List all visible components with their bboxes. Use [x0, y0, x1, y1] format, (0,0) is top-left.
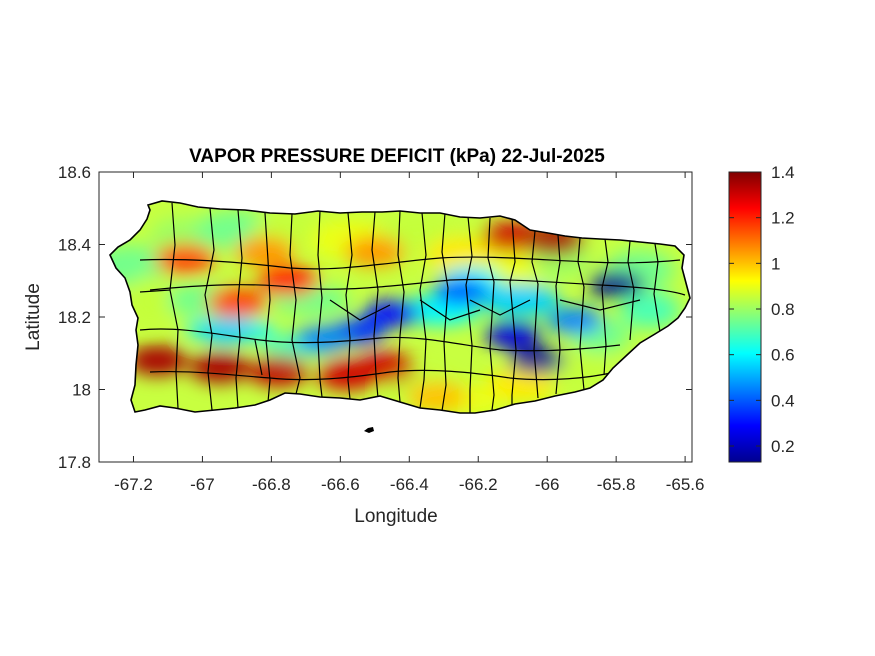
vpd-texture-blob	[480, 284, 560, 316]
municipal-boundary	[487, 217, 495, 411]
island-coastline	[109, 200, 691, 414]
x-tick-label: -65.6	[666, 475, 705, 494]
municipal-boundary	[653, 243, 661, 333]
municipal-boundary	[149, 369, 616, 381]
x-axis-ticks: -67.2 -67 -66.8 -66.6 -66.4 -66.2 -66 -65.8 -65.…	[114, 172, 704, 494]
vpd-texture-blob	[130, 275, 170, 325]
vpd-high-spot	[206, 287, 267, 318]
municipal-boundary	[559, 299, 641, 311]
municipal-boundary	[317, 210, 323, 398]
municipal-boundary	[264, 212, 271, 403]
municipal-boundary	[601, 238, 609, 376]
y-tick-label: 18.2	[58, 308, 91, 327]
x-axis-label: Longitude	[354, 506, 437, 527]
colorbar-ticks: 0.2 0.4 0.6 0.8 1 1.2 1.4	[729, 163, 795, 456]
y-tick-label: 18	[72, 381, 91, 400]
vpd-low-spot	[198, 318, 255, 345]
x-tick-label: -67.2	[114, 475, 153, 494]
vpd-high-spot	[234, 236, 295, 267]
municipal-boundaries	[139, 202, 686, 413]
chart-title: VAPOR PRESSURE DEFICIT (kPa) 22-Jul-2025	[189, 146, 605, 167]
vpd-high-spot	[189, 352, 250, 383]
municipal-boundary	[469, 299, 531, 316]
municipal-boundary	[397, 210, 405, 403]
vpd-high-spot	[258, 265, 319, 296]
y-tick-label: 18.4	[58, 236, 91, 255]
y-axis-label: Latitude	[23, 283, 44, 351]
colorbar-tick-label: 0.8	[771, 300, 795, 319]
municipal-boundary	[289, 213, 301, 395]
colorbar-tick-label: 0.2	[771, 437, 795, 456]
y-tick-label: 17.8	[58, 453, 91, 472]
y-axis-ticks: 17.8 18 18.2 18.4 18.6	[58, 163, 692, 472]
colorbar-tick-label: 1.2	[771, 209, 795, 228]
vpd-low-spot	[508, 347, 565, 374]
municipal-boundary	[509, 217, 517, 405]
municipal-boundary	[577, 237, 585, 391]
municipal-boundary	[419, 212, 427, 409]
municipal-boundary	[329, 299, 391, 321]
vpd-high-spot	[406, 381, 467, 412]
municipal-boundary	[139, 289, 171, 293]
vpd-high-spot	[127, 345, 188, 376]
municipal-boundary	[204, 207, 215, 411]
plot-area: -67.2 -67 -66.8 -66.6 -66.4 -66.2 -66 -65.8 -65.…	[58, 163, 705, 494]
x-tick-label: -67	[190, 475, 215, 494]
vpd-low-spot	[295, 325, 352, 352]
x-tick-label: -66.6	[321, 475, 360, 494]
vpd-low-spot	[546, 307, 603, 334]
x-tick-label: -66	[535, 475, 560, 494]
vpd-field	[110, 201, 690, 413]
municipal-boundary	[345, 212, 353, 400]
x-tick-label: -66.8	[252, 475, 291, 494]
vpd-high-spot	[155, 244, 216, 274]
municipal-boundary	[441, 212, 449, 412]
municipal-boundary	[149, 278, 686, 296]
municipal-boundary	[419, 299, 481, 321]
municipal-boundary	[371, 211, 379, 399]
colorbar-tick-label: 0.6	[771, 346, 795, 365]
x-tick-label: -66.2	[459, 475, 498, 494]
municipal-boundary	[169, 202, 179, 409]
municipal-boundary	[465, 216, 473, 413]
vpd-low-spot	[364, 300, 421, 327]
x-tick-label: -66.4	[390, 475, 429, 494]
vpd-high-spot	[344, 236, 405, 267]
municipal-boundary	[139, 328, 621, 352]
vpd-high-spot	[355, 352, 416, 383]
x-tick-label: -65.8	[597, 475, 636, 494]
municipal-boundary	[254, 339, 263, 376]
municipal-boundary	[531, 230, 539, 399]
colorbar-tick-label: 0.4	[771, 391, 795, 410]
municipal-boundary	[627, 240, 635, 341]
colorbar: 0.2 0.4 0.6 0.8 1 1.2 1.4	[728, 163, 795, 463]
y-tick-label: 18.6	[58, 163, 91, 182]
municipal-boundary	[235, 209, 243, 409]
colorbar-tick-label: 1.4	[771, 163, 795, 182]
colorbar-tick-label: 1	[771, 254, 780, 273]
caja-de-muertos-island	[364, 427, 374, 433]
colorbar-gradient	[728, 171, 762, 463]
municipal-boundary	[555, 234, 561, 395]
vpd-low-spot	[484, 322, 541, 349]
vpd-low-spot	[433, 278, 490, 305]
